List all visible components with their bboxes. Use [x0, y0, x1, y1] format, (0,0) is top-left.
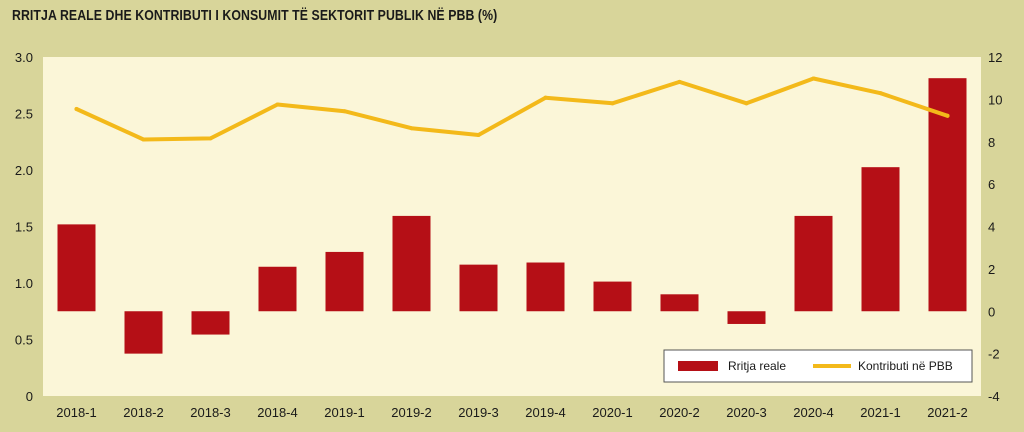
right-tick-label: 2 [988, 262, 995, 277]
line-point-2018-3 [208, 136, 213, 141]
left-tick-label: 0 [26, 389, 33, 404]
x-axis: 2018-1 2018-2 2018-3 2018-4 2019-1 2019-2 2019… [56, 405, 967, 420]
line-point-2021-2 [945, 113, 950, 118]
bar-2019-3 [459, 264, 498, 312]
bar-2020-3 [727, 311, 766, 324]
contribution-line [74, 76, 950, 142]
line-point-2019-4 [543, 95, 548, 100]
chart-title: RRITJA REALE DHE KONTRIBUTI I KONSUMIT T… [12, 7, 498, 24]
left-tick-label: 3.0 [15, 50, 33, 65]
x-tick-label: 2018-4 [257, 405, 297, 420]
line-point-2020-2 [677, 79, 682, 84]
x-tick-label: 2020-2 [659, 405, 699, 420]
x-tick-label: 2019-1 [324, 405, 364, 420]
left-tick-label: 2.0 [15, 163, 33, 178]
line-point-2020-3 [744, 101, 749, 106]
x-tick-label: 2019-4 [525, 405, 565, 420]
x-tick-label: 2020-1 [592, 405, 632, 420]
bar-2018-1 [57, 224, 96, 312]
bar-2020-1 [593, 281, 632, 312]
bar-2019-1 [325, 251, 364, 312]
bar-2018-4 [258, 266, 297, 312]
bar-2018-3 [191, 311, 230, 335]
bar-2020-4 [794, 215, 833, 312]
right-tick-label: 4 [988, 220, 995, 235]
line-point-2019-3 [476, 132, 481, 137]
x-tick-label: 2020-3 [726, 405, 766, 420]
right-tick-label: 10 [988, 92, 1002, 107]
x-tick-label: 2019-3 [458, 405, 498, 420]
right-tick-label: 8 [988, 135, 995, 150]
line-point-2018-4 [275, 102, 280, 107]
x-tick-label: 2021-2 [927, 405, 967, 420]
line-point-2018-1 [74, 106, 79, 111]
left-tick-label: 2.5 [15, 107, 33, 122]
x-tick-label: 2020-4 [793, 405, 833, 420]
x-tick-label: 2018-1 [56, 405, 96, 420]
line-point-2020-4 [811, 76, 816, 81]
bar-2018-2 [124, 311, 163, 354]
left-tick-label: 1.5 [15, 220, 33, 235]
x-tick-label: 2021-1 [860, 405, 900, 420]
line-point-2021-1 [878, 91, 883, 96]
bar-2020-2 [660, 294, 699, 312]
legend-swatch-bar [678, 361, 718, 371]
x-tick-label: 2018-2 [123, 405, 163, 420]
legend: Rritja reale Kontributi në PBB [663, 349, 973, 383]
line-point-2019-1 [342, 109, 347, 114]
bar-2019-4 [526, 262, 565, 312]
right-axis: -4 -2 0 2 4 6 8 10 12 [988, 50, 1002, 404]
right-tick-label: -2 [988, 347, 1000, 362]
right-tick-label: 12 [988, 50, 1002, 65]
right-tick-label: 0 [988, 304, 995, 319]
x-tick-label: 2019-2 [391, 405, 431, 420]
right-tick-label: 6 [988, 177, 995, 192]
bar-2019-2 [392, 215, 431, 312]
line-point-2020-1 [610, 101, 615, 106]
right-tick-label: -4 [988, 389, 1000, 404]
legend-label-bar: Rritja reale [728, 359, 786, 373]
line-point-2018-2 [141, 137, 146, 142]
left-tick-label: 0.5 [15, 333, 33, 348]
line-series [74, 76, 950, 142]
legend-label-line: Kontributi në PBB [858, 359, 953, 373]
line-point-2019-2 [409, 126, 414, 131]
left-axis: 0 0.5 1.0 1.5 2.0 2.5 3.0 [15, 50, 33, 404]
x-tick-label: 2018-3 [190, 405, 230, 420]
bar-2021-1 [861, 167, 900, 312]
left-tick-label: 1.0 [15, 276, 33, 291]
plot-area [43, 57, 981, 396]
